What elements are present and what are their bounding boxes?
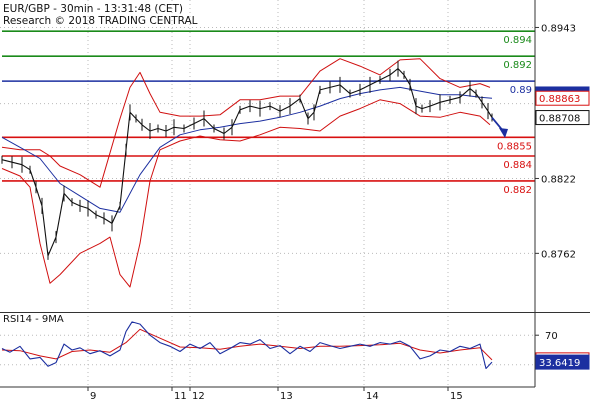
value-box-rsi (535, 354, 590, 370)
value-box-label-moving_average: 0.88863 (539, 94, 580, 105)
x-tick-label: 13 (280, 391, 293, 400)
x-tick-label: 14 (366, 391, 379, 400)
value-box-price (535, 110, 590, 126)
x-tick-label: 12 (192, 391, 205, 400)
bollinger-upper-band (1, 58, 491, 188)
moving-average-line (1, 86, 493, 213)
y-tick-label: 0.8943 (541, 23, 576, 34)
forecast-arrow-head (499, 128, 508, 139)
bollinger-lower-band (1, 99, 491, 288)
x-tick-label: 15 (450, 391, 463, 400)
level-label-resistance: 0.892 (503, 60, 532, 71)
level-label-support: 0.884 (503, 160, 532, 171)
rsi-y-tick-label: 70 (545, 331, 558, 342)
chart-subtitle: Research © 2018 TRADING CENTRAL (3, 15, 198, 27)
y-tick-label: 0.8822 (541, 174, 576, 185)
y-tick-label: 0.8762 (541, 249, 576, 260)
level-label-resistance: 0.894 (503, 35, 532, 46)
value-box-label-rsi: 33.6419 (539, 358, 580, 369)
rsi-line (1, 321, 493, 370)
x-tick-label: 9 (90, 391, 96, 400)
level-label-pivot: 0.89 (510, 85, 532, 96)
rsi-ma-line (1, 328, 493, 361)
level-label-support: 0.8855 (497, 141, 532, 152)
level-label-support: 0.882 (503, 185, 532, 196)
chart-title: EUR/GBP - 30min - 13:31:48 (CET) (3, 3, 183, 15)
x-tick-label: 11 (174, 391, 187, 400)
value-box-label-price: 0.88708 (539, 114, 580, 125)
value-box-moving_average (535, 90, 590, 106)
rsi-panel-title: RSI14 - 9MA (3, 314, 64, 325)
